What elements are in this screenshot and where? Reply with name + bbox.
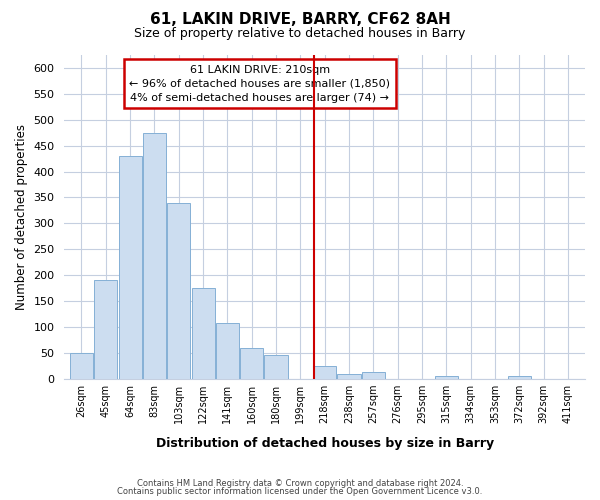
- Text: Size of property relative to detached houses in Barry: Size of property relative to detached ho…: [134, 28, 466, 40]
- Bar: [435, 376, 458, 379]
- Bar: [191, 288, 215, 379]
- Text: 61, LAKIN DRIVE, BARRY, CF62 8AH: 61, LAKIN DRIVE, BARRY, CF62 8AH: [149, 12, 451, 28]
- Bar: [70, 353, 93, 379]
- Bar: [119, 156, 142, 379]
- Bar: [508, 376, 531, 379]
- Bar: [94, 280, 118, 379]
- Y-axis label: Number of detached properties: Number of detached properties: [15, 124, 28, 310]
- Bar: [313, 366, 336, 379]
- Bar: [265, 356, 287, 379]
- Text: 61 LAKIN DRIVE: 210sqm
← 96% of detached houses are smaller (1,850)
4% of semi-d: 61 LAKIN DRIVE: 210sqm ← 96% of detached…: [129, 64, 390, 102]
- Bar: [143, 132, 166, 379]
- Bar: [362, 372, 385, 379]
- Bar: [167, 202, 190, 379]
- Bar: [216, 323, 239, 379]
- Bar: [240, 348, 263, 379]
- Text: Contains HM Land Registry data © Crown copyright and database right 2024.: Contains HM Land Registry data © Crown c…: [137, 478, 463, 488]
- Bar: [337, 374, 361, 379]
- X-axis label: Distribution of detached houses by size in Barry: Distribution of detached houses by size …: [155, 437, 494, 450]
- Text: Contains public sector information licensed under the Open Government Licence v3: Contains public sector information licen…: [118, 487, 482, 496]
